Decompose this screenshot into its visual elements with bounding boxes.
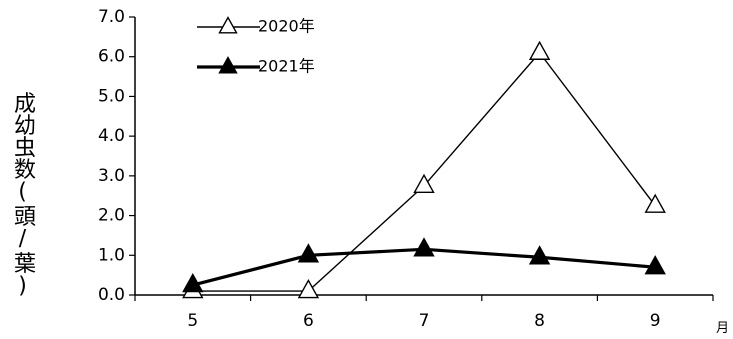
x-ticks: 5 6 7 8 9: [134, 295, 714, 331]
legend-marker: [218, 56, 238, 74]
x-tick-label: 5: [187, 311, 198, 331]
y-tick-label: 0.0: [98, 285, 125, 305]
x-tick-label: 7: [419, 311, 430, 331]
series-layer: [182, 40, 666, 299]
legend-item: 2020年: [197, 16, 315, 36]
legend-item: 2021年: [197, 56, 315, 76]
x-tick-label: 8: [534, 311, 545, 331]
data-point: [297, 243, 320, 263]
legend: 2020年 2021年: [197, 16, 315, 76]
y-tick-label: 7.0: [98, 7, 125, 27]
data-point: [644, 255, 666, 275]
data-point: [297, 278, 320, 299]
data-point: [644, 193, 666, 213]
y-ticks: 0.0 1.0 2.0 3.0 4.0 5.0 6.0 7.0: [98, 7, 135, 305]
data-point: [182, 273, 204, 293]
legend-label: 2021年: [258, 57, 315, 76]
y-tick-label: 2.0: [98, 206, 125, 226]
x-axis-unit-label: 月: [716, 321, 729, 336]
series-2: [182, 237, 666, 293]
y-axis-label: 成幼虫数(頭/葉): [10, 92, 36, 299]
legend-marker: [218, 16, 238, 34]
data-point: [528, 40, 551, 60]
data-point: [528, 245, 551, 265]
data-point: [413, 173, 435, 193]
legend-label: 2020年: [258, 17, 315, 36]
y-tick-label: 3.0: [98, 166, 125, 186]
x-tick-label: 6: [303, 311, 314, 331]
series-1: [182, 40, 666, 299]
x-tick-label: 9: [650, 311, 661, 331]
data-point: [413, 237, 435, 257]
y-tick-label: 6.0: [98, 47, 125, 67]
axes: [134, 17, 713, 296]
y-tick-label: 1.0: [98, 245, 125, 265]
y-tick-label: 5.0: [98, 86, 125, 106]
y-tick-label: 4.0: [98, 126, 125, 146]
